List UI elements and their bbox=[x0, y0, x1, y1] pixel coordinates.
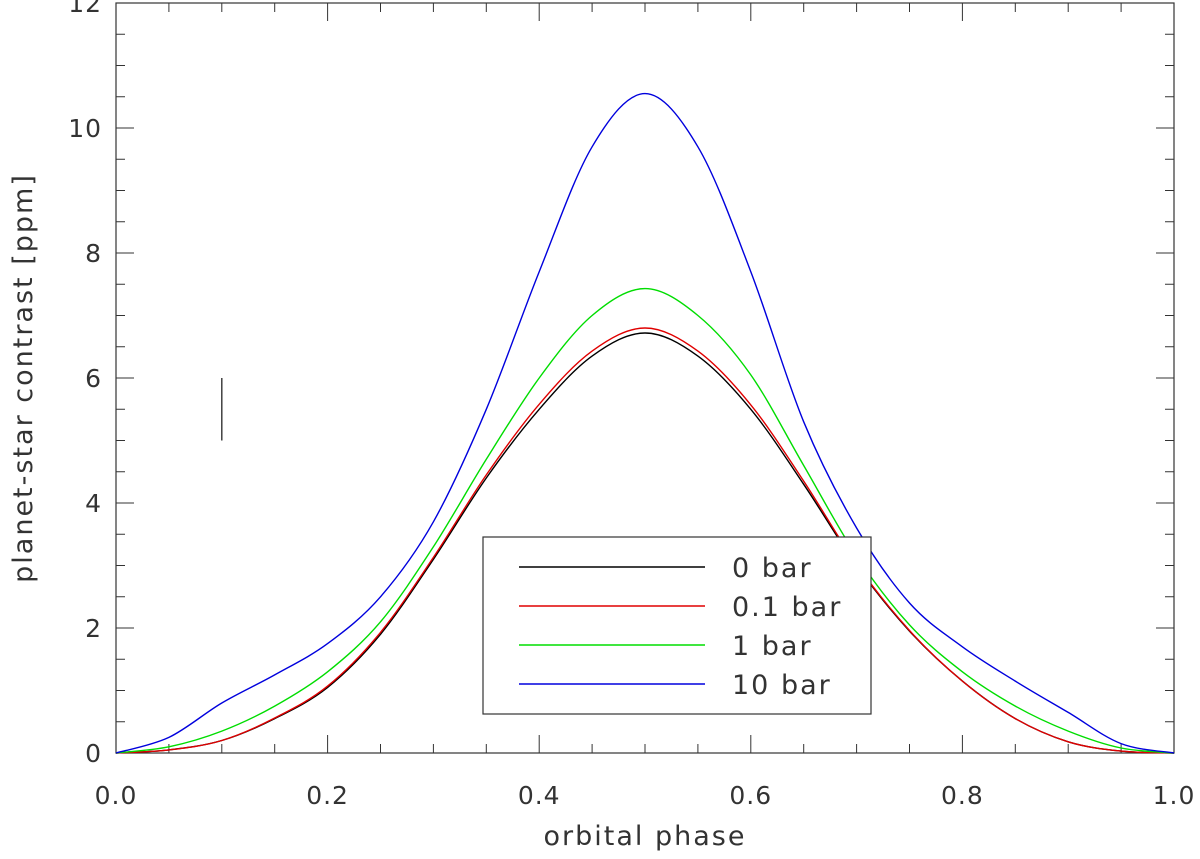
legend-label-10-bar: 10 bar bbox=[732, 670, 832, 701]
legend-label-0-1-bar: 0.1 bar bbox=[732, 592, 842, 623]
y-tick-label: 10 bbox=[68, 114, 102, 143]
x-tick-label: 0.6 bbox=[729, 781, 772, 810]
y-tick-label: 2 bbox=[85, 614, 102, 643]
y-tick-label: 6 bbox=[85, 364, 102, 393]
x-tick-label: 1.0 bbox=[1153, 781, 1196, 810]
y-tick-label: 8 bbox=[85, 239, 102, 268]
x-axis-title: orbital phase bbox=[544, 821, 747, 852]
legend: 0 bar 0.1 bar 1 bar 10 bar bbox=[482, 536, 872, 715]
y-tick-label: 12 bbox=[68, 0, 102, 18]
x-tick-label: 0.8 bbox=[941, 781, 984, 810]
series-line-1-bar bbox=[115, 287, 1175, 754]
series-line-0-1-bar bbox=[115, 327, 1175, 754]
axis-ticks bbox=[115, 2, 1175, 754]
x-tick-label: 0.0 bbox=[95, 781, 138, 810]
series-lines bbox=[115, 92, 1175, 754]
y-tick-label: 0 bbox=[85, 739, 102, 768]
series-line-10-bar bbox=[115, 92, 1175, 754]
x-tick-labels: 0.0 0.2 0.4 0.6 0.8 1.0 bbox=[95, 781, 1196, 810]
y-tick-labels: 0 2 4 6 8 10 12 bbox=[68, 0, 102, 768]
legend-label-0-bar: 0 bar bbox=[732, 553, 813, 584]
x-tick-label: 0.4 bbox=[518, 781, 561, 810]
y-axis-title: planet-star contrast [ppm] bbox=[8, 173, 39, 583]
y-tick-label: 4 bbox=[85, 489, 102, 518]
legend-label-1-bar: 1 bar bbox=[732, 631, 813, 662]
x-tick-label: 0.2 bbox=[306, 781, 349, 810]
